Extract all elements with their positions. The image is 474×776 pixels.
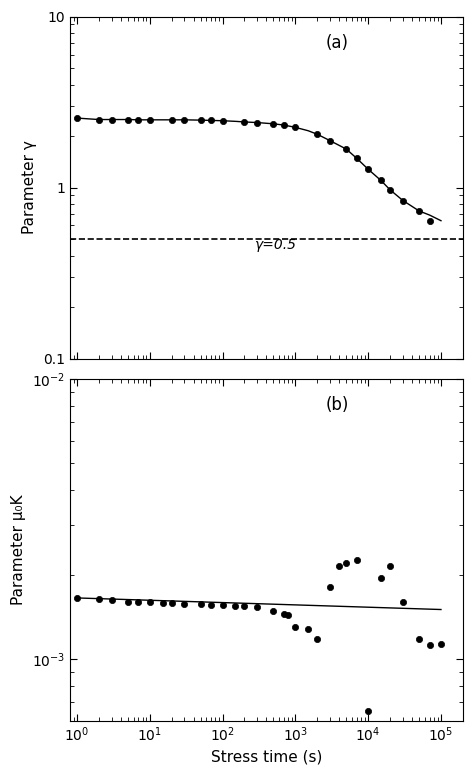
Text: γ=0.5: γ=0.5 bbox=[255, 238, 297, 252]
Y-axis label: Parameter μ₀K: Parameter μ₀K bbox=[11, 494, 26, 605]
X-axis label: Stress time (s): Stress time (s) bbox=[210, 750, 322, 765]
Y-axis label: Parameter γ: Parameter γ bbox=[22, 140, 37, 234]
Text: (a): (a) bbox=[325, 33, 348, 52]
Text: (b): (b) bbox=[325, 396, 349, 414]
